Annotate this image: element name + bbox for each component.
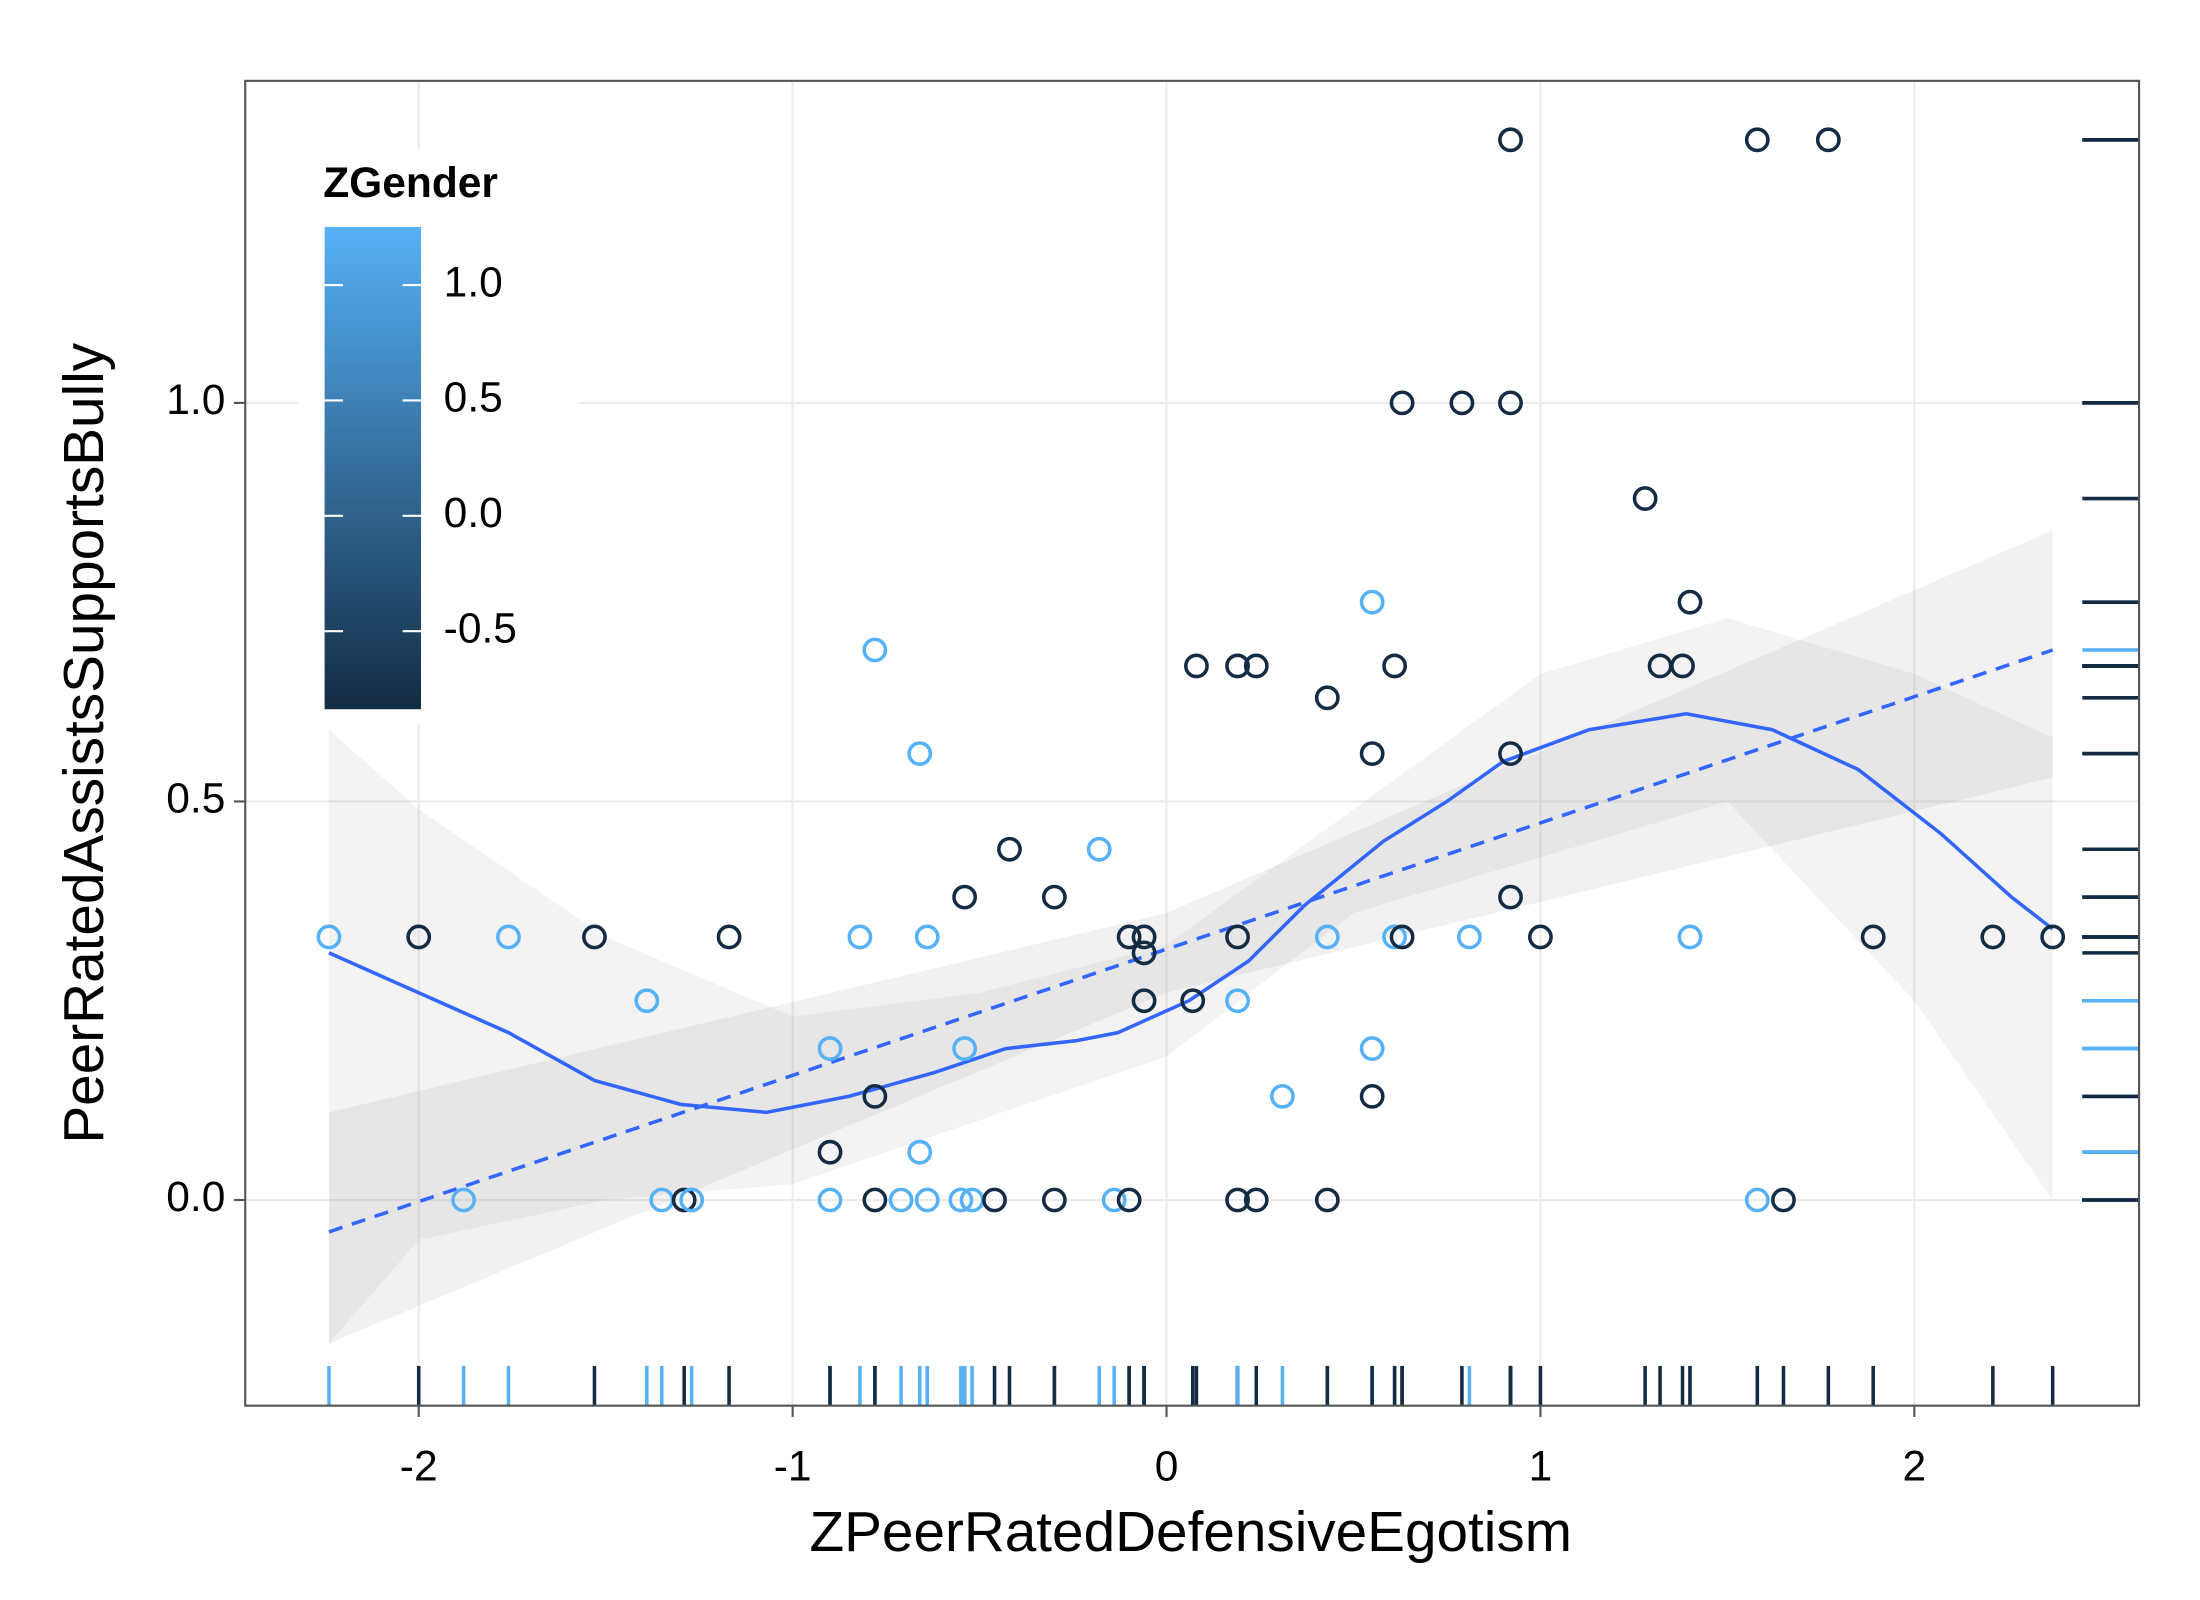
smooth-line — [328, 711, 2054, 1115]
point — [948, 1187, 974, 1213]
point — [1243, 653, 1269, 679]
y-tick-label: 1.0 — [166, 376, 225, 424]
point — [1101, 1187, 1127, 1213]
point — [1771, 1187, 1796, 1213]
point — [1314, 1187, 1340, 1213]
y-tick-label: 0.5 — [166, 775, 225, 823]
point — [1498, 741, 1523, 767]
colorbar-label: 0.5 — [444, 374, 503, 422]
point — [907, 1139, 933, 1165]
point — [862, 637, 888, 663]
point — [1225, 653, 1250, 679]
point — [1498, 127, 1523, 153]
point — [817, 1139, 843, 1165]
colorbar-label: 1.0 — [444, 258, 503, 306]
x-tick-label: -2 — [400, 1443, 438, 1491]
point — [1632, 486, 1658, 511]
point — [1184, 653, 1209, 679]
point — [671, 1187, 697, 1213]
point — [914, 924, 940, 950]
y-axis-title: PeerRatedAssistsSupportsBully — [53, 342, 116, 1143]
colorbar-label: 0.0 — [444, 489, 503, 537]
point — [1980, 924, 2006, 950]
point — [1359, 741, 1385, 767]
point — [1677, 589, 1703, 615]
point — [679, 1187, 705, 1213]
point — [817, 1036, 843, 1061]
point — [952, 1036, 978, 1061]
point — [1314, 924, 1340, 950]
x-tick-label: -1 — [774, 1443, 812, 1491]
point — [1041, 1187, 1067, 1213]
point — [1270, 1083, 1295, 1109]
point — [862, 1187, 888, 1213]
point — [1389, 924, 1415, 950]
point — [817, 1187, 843, 1213]
point — [1670, 653, 1695, 679]
point — [1815, 127, 1841, 153]
point — [1314, 685, 1340, 711]
point — [997, 836, 1022, 862]
point — [1498, 884, 1523, 910]
point — [1359, 1083, 1385, 1109]
legend-title: ZGender — [323, 159, 498, 207]
legend: ZGender 1.0 0.5 0.0 -0.5 — [297, 148, 579, 724]
point — [1225, 1187, 1250, 1213]
x-tick-label: 1 — [1529, 1443, 1553, 1491]
point — [862, 1083, 888, 1109]
point — [1359, 589, 1385, 615]
point — [451, 1187, 476, 1213]
point — [1744, 1187, 1770, 1213]
point — [952, 884, 978, 910]
x-tick-label: 2 — [1903, 1443, 1927, 1491]
linear-confidence-band — [328, 530, 2053, 1344]
point — [1116, 924, 1142, 950]
point — [1116, 1187, 1142, 1213]
point — [1225, 924, 1250, 950]
colorbar — [324, 226, 422, 710]
point — [1498, 390, 1523, 416]
point — [1225, 988, 1250, 1014]
point — [1086, 836, 1112, 862]
point — [1382, 653, 1408, 679]
panel-border — [244, 79, 2141, 1407]
mark-layer — [316, 127, 2140, 1406]
point — [582, 924, 607, 950]
point — [1359, 1036, 1385, 1061]
point — [1389, 390, 1415, 416]
point — [907, 741, 933, 767]
x-tick-label: 0 — [1155, 1443, 1179, 1491]
point — [716, 924, 742, 950]
point — [1180, 988, 1206, 1014]
point — [2040, 924, 2066, 950]
linear-fit-line — [328, 648, 2054, 1234]
smooth-confidence-band — [328, 618, 2053, 1344]
point — [316, 924, 342, 950]
point — [847, 924, 873, 950]
point — [1456, 924, 1482, 950]
x-axis-title: ZPeerRatedDefensiveEgotism — [809, 1501, 1571, 1564]
point — [982, 1187, 1007, 1213]
point — [1744, 127, 1770, 153]
point — [1131, 940, 1157, 966]
point — [634, 988, 660, 1014]
point — [1382, 924, 1408, 950]
point — [888, 1187, 914, 1213]
point — [1243, 1187, 1269, 1213]
point — [1131, 988, 1157, 1014]
point — [1131, 924, 1157, 950]
axes-layer: -2 -1 0 1 2 0.0 0.5 1.0 — [166, 376, 1926, 1491]
point — [1860, 924, 1886, 950]
point — [914, 1187, 940, 1213]
point — [1041, 884, 1067, 910]
point — [1449, 390, 1475, 416]
point — [1528, 924, 1553, 950]
colorbar-label: -0.5 — [444, 604, 517, 652]
point — [496, 924, 521, 950]
point — [1677, 924, 1703, 950]
band-layer — [328, 530, 2053, 1344]
point — [406, 924, 432, 950]
y-tick-label: 0.0 — [166, 1173, 225, 1221]
